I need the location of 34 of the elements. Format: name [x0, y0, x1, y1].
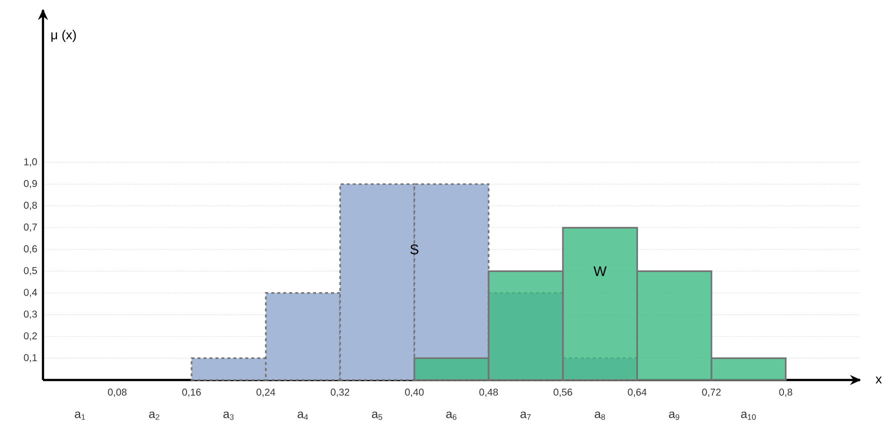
y-tick-label: 0,5: [24, 267, 37, 276]
series-label: W: [594, 266, 607, 276]
x-tick-label: 0,56: [554, 388, 572, 397]
x-tick-label: 0,08: [108, 388, 127, 397]
x-tick-label: 0,16: [182, 388, 201, 397]
text: a$_{7}$: [520, 412, 531, 420]
text: a$_{1}$: [74, 412, 86, 420]
x-tick-label: 0,40: [405, 388, 424, 397]
y-tick-label: 0,2: [24, 332, 37, 341]
text: a$_{4}$: [298, 412, 308, 420]
text: a$_{10}$: [741, 412, 756, 420]
text: a$_{5}$: [372, 412, 382, 420]
text: a$_{6}$: [446, 412, 456, 420]
x-tick-label: 0,48: [479, 388, 498, 397]
series-label: S: [410, 244, 418, 254]
y-tick-label: 0,1: [24, 354, 37, 362]
x-tick-label: 0,24: [256, 388, 276, 397]
y-tick-label: 0,3: [24, 310, 37, 319]
x-tick-label: 0,72: [702, 388, 721, 397]
text: a$_{8}$: [594, 412, 605, 420]
y-tick-label: 0,9: [24, 180, 37, 188]
text: a$_{2}$: [149, 412, 160, 420]
y-tick-label: 0,6: [24, 245, 37, 254]
x-tick-label: 0,32: [330, 388, 350, 397]
y-tick-label: 0,8: [24, 202, 37, 210]
x-axis-title: x: [876, 376, 882, 384]
y-axis-title: μ (x): [51, 30, 76, 42]
y-tick-label: 0,7: [24, 224, 37, 232]
text: a$_{9}$: [669, 412, 680, 420]
x-tick-label: 0,8: [779, 388, 792, 397]
y-tick-label: 0,4: [24, 288, 38, 298]
text: a$_{3}$: [223, 412, 234, 420]
y-tick-label: 1,0: [24, 158, 37, 166]
x-tick-label: 0,64: [628, 388, 647, 397]
